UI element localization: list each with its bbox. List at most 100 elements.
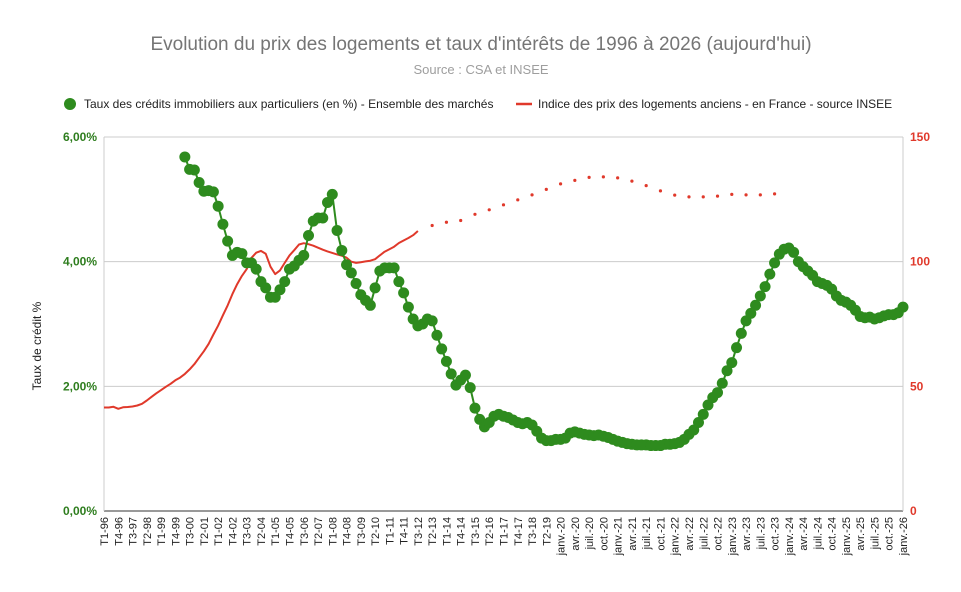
x-tick-label: T1-02 — [213, 517, 225, 546]
x-tick-label: T2-98 — [142, 517, 154, 546]
x-tick-label: janv.-25 — [841, 517, 853, 556]
x-tick-label: T3-18 — [527, 517, 539, 546]
index-dot — [573, 178, 577, 182]
x-tick-label: juil.-21 — [641, 517, 653, 550]
rate-point — [464, 382, 476, 394]
rate-point — [469, 402, 481, 414]
x-tick-label: avr.-21 — [627, 517, 639, 551]
x-tick-label: janv.-20 — [556, 517, 568, 556]
x-tick-label: oct.-25 — [884, 517, 896, 551]
x-tick-label: juil.-24 — [812, 517, 824, 550]
rate-point — [331, 225, 343, 236]
rate-point — [222, 235, 234, 247]
x-tick-label: oct.-24 — [827, 517, 839, 551]
index-dot — [715, 194, 720, 198]
rate-point — [388, 262, 400, 274]
y-right-tick-label: 50 — [910, 379, 924, 393]
y-left-tick-label: 2,00% — [63, 379, 97, 393]
rate-point — [350, 277, 362, 289]
x-tick-label: T4-11 — [399, 517, 411, 545]
legend-label-rate: Taux des crédits immobiliers aux particu… — [84, 97, 493, 111]
rate-point — [193, 177, 205, 189]
index-dot — [501, 203, 506, 207]
chart-subtitle: Source : CSA et INSEE — [413, 62, 548, 77]
rate-point — [897, 301, 909, 313]
x-tick-label: oct.-23 — [770, 517, 782, 551]
rate-point — [712, 387, 724, 399]
x-tick-label: T3-97 — [128, 517, 140, 546]
x-tick-label: T2-01 — [199, 517, 211, 546]
rate-point — [721, 365, 733, 377]
rate-point — [440, 355, 452, 367]
index-dot — [701, 195, 705, 199]
index-dot — [444, 220, 449, 224]
index-dot — [630, 179, 634, 183]
rate-point — [459, 369, 471, 381]
index-dot — [487, 208, 491, 212]
x-axis-ticks: T1-96 T4-96 T3-97 T2-98 T1-99 T4-99 T3-00 T2-01… — [99, 517, 910, 556]
rate-point — [393, 276, 405, 288]
x-tick-label: T1-08 — [327, 517, 339, 546]
rate-point — [745, 307, 757, 319]
rate-point — [336, 244, 348, 256]
rate-point — [364, 299, 376, 311]
rate-point — [426, 315, 438, 327]
chart-title: Evolution du prix des logements et taux … — [150, 34, 811, 55]
x-tick-label: T1-05 — [270, 517, 282, 546]
rate-point — [398, 287, 410, 299]
rate-point — [764, 268, 776, 280]
x-tick-label: T1-14 — [441, 517, 453, 546]
index-dot — [459, 218, 463, 223]
x-tick-label: T3-12 — [413, 517, 425, 546]
legend-marker-rate — [64, 98, 76, 110]
x-tick-label: oct.-21 — [655, 517, 667, 551]
rate-point — [303, 229, 315, 241]
index-dot — [430, 223, 434, 228]
grid — [103, 136, 904, 512]
y-axis-left-ticks: 0,00% 2,00% 4,00% 6,00% — [63, 130, 97, 518]
x-tick-label: juil.-20 — [584, 517, 596, 550]
x-tick-label: T4-17 — [513, 517, 525, 546]
rate-point — [322, 196, 334, 208]
rate-point — [769, 257, 781, 269]
x-tick-label: T4-99 — [170, 517, 182, 546]
y-left-tick-label: 4,00% — [63, 255, 97, 269]
index-dot — [616, 176, 620, 180]
x-tick-label: oct.-22 — [713, 517, 725, 551]
rate-point — [716, 377, 728, 389]
rate-point — [431, 329, 443, 341]
rate-point — [731, 342, 743, 354]
index-dot — [758, 193, 762, 197]
x-tick-label: T2-19 — [541, 517, 553, 546]
x-tick-label: T2-13 — [427, 517, 439, 546]
x-tick-label: avr.-23 — [741, 517, 753, 551]
y-axis-left-title: Taux de crédit % — [30, 301, 44, 390]
rate-series-line — [183, 156, 904, 447]
rate-point — [692, 416, 704, 428]
index-dot — [644, 184, 648, 188]
rate-point — [188, 164, 200, 176]
index-dot — [772, 192, 777, 196]
x-tick-label: T4-96 — [113, 517, 125, 546]
y-left-tick-label: 0,00% — [63, 504, 97, 518]
rate-point — [345, 267, 357, 279]
rate-point — [179, 151, 191, 163]
index-dot — [658, 189, 663, 193]
rate-point — [236, 248, 248, 260]
rate-point — [735, 327, 747, 339]
x-tick-label: T2-07 — [313, 517, 325, 546]
x-tick-label: juil.-25 — [869, 517, 881, 550]
y-right-tick-label: 150 — [910, 130, 930, 144]
rate-point — [279, 276, 291, 288]
x-tick-label: T3-06 — [299, 517, 311, 546]
rate-point — [250, 263, 262, 275]
rate-point — [217, 218, 229, 230]
index-series-line — [104, 230, 419, 410]
rate-point — [788, 246, 800, 258]
rate-point — [445, 368, 457, 380]
x-tick-label: avr.-20 — [570, 517, 582, 551]
y-axis-right-ticks: 0 50 100 150 — [910, 130, 930, 518]
legend: Taux des crédits immobiliers aux particu… — [64, 97, 892, 111]
